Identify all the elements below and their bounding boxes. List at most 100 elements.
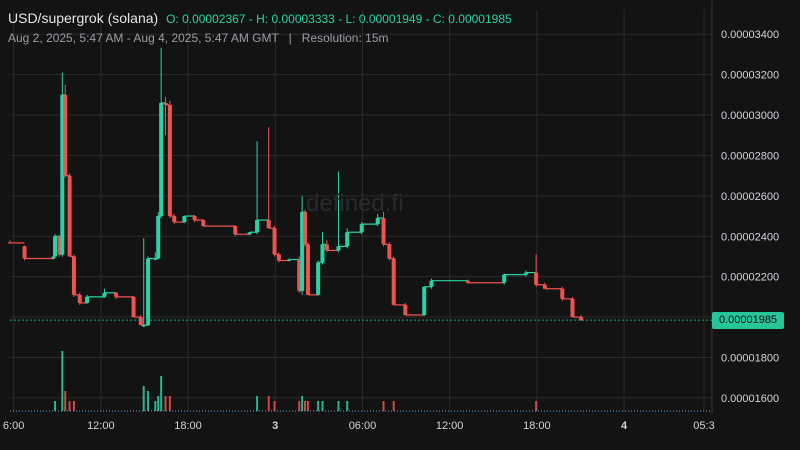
candle-body xyxy=(422,286,427,316)
volume-bar xyxy=(72,401,75,411)
candle-body xyxy=(201,220,206,227)
candle-body xyxy=(381,218,386,245)
watermark: defined.fi xyxy=(306,190,404,217)
volume-bar xyxy=(256,396,259,411)
candle-body xyxy=(297,259,302,291)
candle-body xyxy=(465,280,470,283)
y-tick-label: 0.00002200 xyxy=(721,272,779,284)
volume-bar xyxy=(147,391,150,411)
candle-body xyxy=(22,246,27,259)
volume-bar xyxy=(317,401,320,411)
y-tick-label: 0.00002400 xyxy=(721,231,779,243)
candle-body xyxy=(247,232,252,235)
candle-body xyxy=(305,244,310,295)
volume-bar xyxy=(267,396,270,411)
y-tick-label: 0.00002800 xyxy=(721,150,779,162)
candle-body xyxy=(391,258,396,305)
volume-bar xyxy=(392,401,395,411)
volume-bar xyxy=(298,401,301,411)
y-tick-label: 0.00001600 xyxy=(721,393,779,405)
chart-header: USD/supergrok (solana) O: 0.00002367 - H… xyxy=(8,10,708,45)
x-tick-label: 3 xyxy=(272,420,278,432)
volume-bar xyxy=(535,401,538,411)
y-tick-label: 0.00002600 xyxy=(721,191,779,203)
candle-body xyxy=(131,296,136,318)
candle-body xyxy=(138,317,143,326)
volume-bar xyxy=(304,401,307,411)
candle-body xyxy=(359,224,364,233)
candle-body xyxy=(345,232,350,247)
candle-body xyxy=(579,317,584,321)
candle-body xyxy=(77,294,82,303)
volume-bar xyxy=(273,401,276,411)
candle-body xyxy=(159,102,164,217)
candle-body xyxy=(53,236,58,257)
candle-body xyxy=(523,272,528,275)
x-tick-label: 18:00 xyxy=(174,420,202,432)
subtitle-row: Aug 2, 2025, 5:47 AM - Aug 4, 2025, 5:47… xyxy=(8,31,708,45)
volume-bar xyxy=(301,396,304,411)
candle-body xyxy=(375,218,380,225)
candle-body xyxy=(272,228,277,255)
candle-body xyxy=(102,292,107,297)
volume-bar xyxy=(382,401,385,411)
volume-bar xyxy=(337,401,340,411)
last-price-tag: 0.00001985 xyxy=(712,311,784,329)
x-tick-label: 05:3 xyxy=(693,420,714,432)
volume-bar xyxy=(64,391,67,411)
candle-body xyxy=(67,175,72,257)
volume-bar xyxy=(168,396,171,411)
candle-body xyxy=(316,262,321,295)
volume-bar xyxy=(346,401,349,411)
time-range: Aug 2, 2025, 5:47 AM - Aug 4, 2025, 5:47… xyxy=(8,31,279,45)
pair-symbol: USD/supergrok (solana) xyxy=(8,10,159,26)
x-tick-label: 12:00 xyxy=(87,420,115,432)
x-tick-label: 6:00 xyxy=(3,420,24,432)
volume-bar xyxy=(306,401,309,411)
candle-body xyxy=(172,216,177,223)
volume-bar xyxy=(321,401,324,411)
candle-body xyxy=(192,216,197,221)
candle-body xyxy=(156,216,161,259)
candle-body xyxy=(303,212,308,245)
candle-body xyxy=(403,304,408,316)
candle-body xyxy=(51,256,56,259)
candle-body xyxy=(182,216,187,223)
candle-body xyxy=(542,284,547,289)
candle-body xyxy=(276,254,281,261)
y-tick-label: 0.00001800 xyxy=(721,352,779,364)
volume-bar xyxy=(157,396,160,411)
x-tick-label: 06:00 xyxy=(349,420,377,432)
candle-body xyxy=(57,236,62,255)
volume-bar xyxy=(154,401,157,411)
candle-body xyxy=(570,298,575,318)
x-tick-label: 18:00 xyxy=(523,420,551,432)
candle-body xyxy=(300,212,305,291)
candle-body xyxy=(60,94,65,255)
candle-body xyxy=(85,296,90,303)
y-tick-label: 0.00003400 xyxy=(721,29,779,41)
x-tick-label: 12:00 xyxy=(436,420,464,432)
x-tick-label: 4 xyxy=(621,420,628,432)
ohlc-readout: O: 0.00002367 - H: 0.00003333 - L: 0.000… xyxy=(166,12,512,26)
candle-body xyxy=(63,94,68,176)
volume-bar xyxy=(160,376,163,411)
volume-bar xyxy=(54,401,57,411)
title-row: USD/supergrok (solana) O: 0.00002367 - H… xyxy=(8,10,708,26)
candle-body xyxy=(167,104,172,217)
candle-body xyxy=(71,256,76,295)
candle-body xyxy=(336,246,341,251)
volume-bar xyxy=(164,396,167,411)
candle-body xyxy=(560,288,565,299)
candle-body xyxy=(266,220,271,229)
candle-body xyxy=(163,102,168,105)
candle-body xyxy=(114,292,119,297)
candle-body xyxy=(255,220,260,233)
candle-body xyxy=(146,258,151,326)
candle-body xyxy=(502,274,507,283)
candle-body xyxy=(324,244,329,251)
candle-body xyxy=(233,226,238,235)
candle-body xyxy=(429,280,434,287)
separator: | xyxy=(288,31,292,45)
